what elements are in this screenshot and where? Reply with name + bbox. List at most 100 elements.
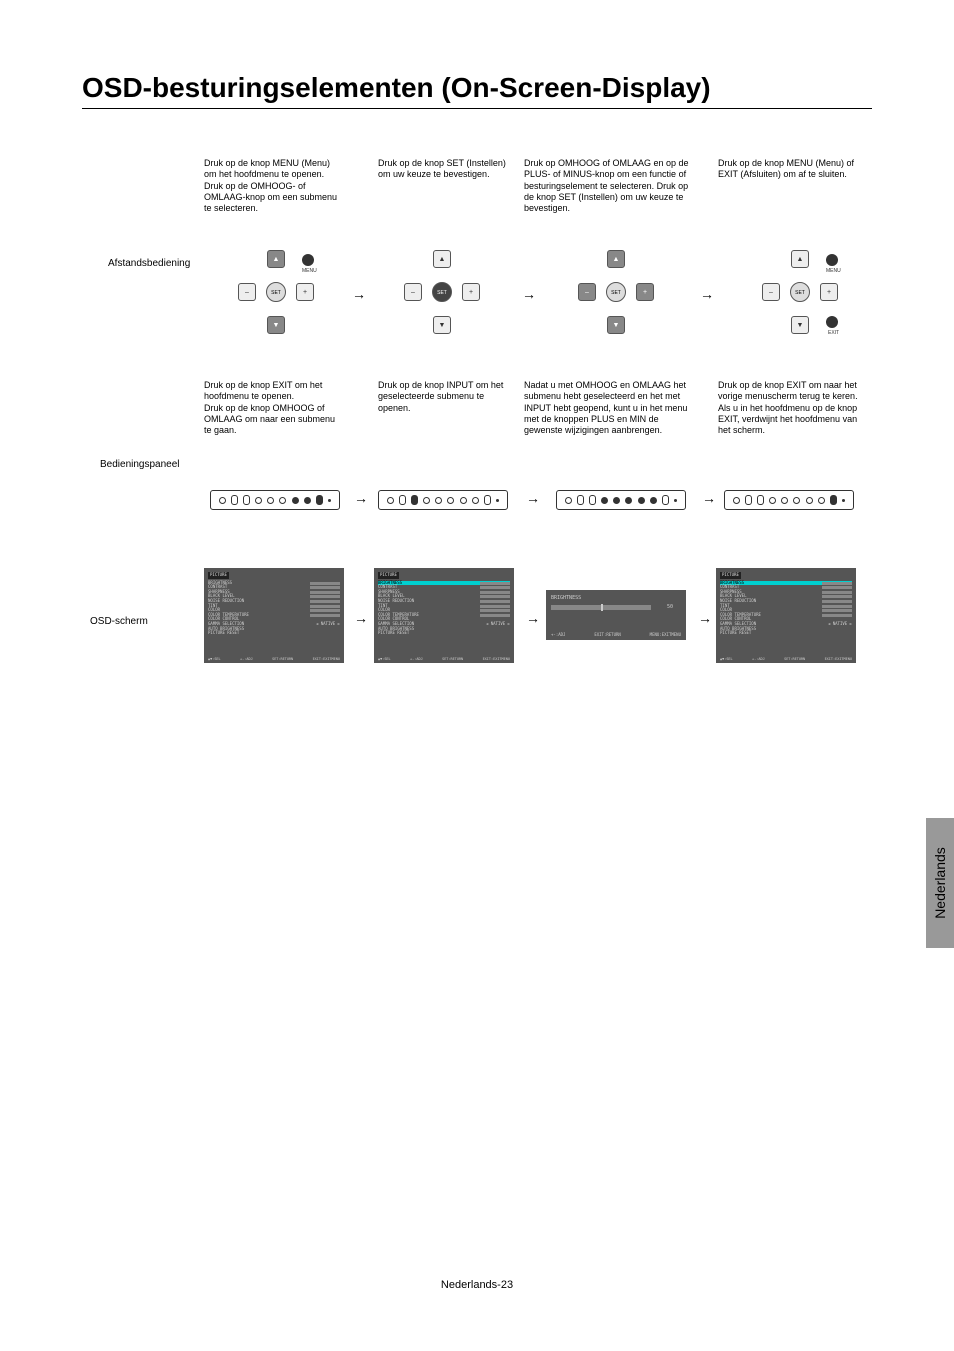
panel-led xyxy=(328,499,331,502)
arrow-icon: → xyxy=(354,610,368,626)
remote-set-btn: SET xyxy=(432,282,452,302)
remote-right-btn: + xyxy=(296,283,314,301)
arrow-icon: → xyxy=(526,610,540,626)
osd-header: PICTURE xyxy=(378,572,399,579)
osd-screen-2: PICTURE BRIGHTNESSCONTRASTSHARPNESSBLACK… xyxy=(374,568,514,663)
panel-btn xyxy=(818,497,825,504)
panel-btn xyxy=(316,495,323,505)
remote-up-btn: ▲ xyxy=(791,250,809,268)
language-tab-label: Nederlands xyxy=(932,847,948,919)
panel-btn xyxy=(267,497,274,504)
page-footer: Nederlands-23 xyxy=(0,1279,954,1291)
panel-btn xyxy=(447,497,454,504)
remote-diagram-2: ▲ – SET + ▼ xyxy=(382,250,502,335)
remote-down-btn: ▼ xyxy=(791,316,809,334)
desc-panel-4: Druk op de knop EXIT om naar het vorige … xyxy=(718,380,858,436)
remote-up-btn: ▲ xyxy=(433,250,451,268)
panel-btn xyxy=(243,495,250,505)
remote-exit-label: EXIT xyxy=(828,330,839,336)
control-panel-1 xyxy=(210,490,340,510)
osd-slider xyxy=(551,605,651,610)
osd-footer-adj: +-:ADJ xyxy=(410,657,423,661)
control-panel-2 xyxy=(378,490,508,510)
osd-footer-sel: ▲▼:SEL xyxy=(720,657,733,661)
osd-footer-adj: +-:ADJ xyxy=(752,657,765,661)
panel-btn xyxy=(613,497,620,504)
panel-btn xyxy=(279,497,286,504)
panel-btn xyxy=(625,497,632,504)
remote-right-btn: + xyxy=(462,283,480,301)
panel-btn xyxy=(304,497,311,504)
panel-btn xyxy=(219,497,226,504)
osd-menu-item: PICTURE RESET xyxy=(208,631,340,636)
panel-btn xyxy=(781,497,788,504)
osd-footer-return: SET:RETURN xyxy=(442,657,463,661)
panel-btn xyxy=(733,497,740,504)
arrow-icon: → xyxy=(352,286,366,302)
osd-footer-return: SET:RETURN xyxy=(784,657,805,661)
panel-btn xyxy=(460,497,467,504)
remote-set-btn: SET xyxy=(266,282,286,302)
arrow-icon: → xyxy=(354,490,368,506)
remote-diagram-4: ▲ – SET + ▼ MENU EXIT xyxy=(740,250,860,335)
remote-menu-label: MENU xyxy=(302,268,317,274)
arrow-icon: → xyxy=(702,490,716,506)
desc-remote-4: Druk op de knop MENU (Menu) of EXIT (Afs… xyxy=(718,158,858,181)
remote-down-btn: ▼ xyxy=(267,316,285,334)
panel-btn xyxy=(292,497,299,504)
remote-menu-dot xyxy=(302,254,314,266)
osd-footer-exit: EXIT:EXITMENU xyxy=(825,657,852,661)
panel-led xyxy=(674,499,677,502)
arrow-icon: → xyxy=(698,610,712,626)
remote-diagram-1: ▲ – SET + ▼ MENU xyxy=(216,250,336,335)
remote-down-btn: ▼ xyxy=(607,316,625,334)
panel-btn xyxy=(435,497,442,504)
remote-menu-dot xyxy=(826,254,838,266)
osd-footer-return: SET:RETURN xyxy=(272,657,293,661)
control-panel-4 xyxy=(724,490,854,510)
remote-right-btn: + xyxy=(820,283,838,301)
panel-btn xyxy=(638,497,645,504)
arrow-icon: → xyxy=(526,490,540,506)
osd-footer-sel: ▲▼:SEL xyxy=(378,657,391,661)
osd-adjust-screen: BRIGHTNESS 50 +-:ADJ EXIT:RETURN MENU:EX… xyxy=(546,590,686,640)
osd-header: PICTURE xyxy=(208,572,229,579)
osd-header: PICTURE xyxy=(720,572,741,579)
desc-panel-1: Druk op de knop EXIT om het hoofdmenu te… xyxy=(204,380,344,436)
panel-btn xyxy=(757,495,764,505)
osd-footer-exit: EXIT:EXITMENU xyxy=(313,657,340,661)
remote-set-btn: SET xyxy=(606,282,626,302)
panel-btn xyxy=(411,495,418,505)
panel-btn xyxy=(399,495,406,505)
remote-diagram-3: ▲ – SET + ▼ xyxy=(556,250,676,335)
remote-left-btn: – xyxy=(404,283,422,301)
arrow-icon: → xyxy=(700,286,714,302)
panel-btn xyxy=(806,497,813,504)
panel-btn xyxy=(601,497,608,504)
panel-btn xyxy=(255,497,262,504)
remote-left-btn: – xyxy=(238,283,256,301)
panel-btn xyxy=(423,497,430,504)
osd-screen-1: PICTURE BRIGHTNESSCONTRASTSHARPNESSBLACK… xyxy=(204,568,344,663)
desc-panel-3: Nadat u met OMHOOG en OMLAAG het submenu… xyxy=(524,380,694,436)
osd-adj-hint: +-:ADJ xyxy=(551,632,565,637)
osd-screen-4: PICTURE BRIGHTNESSCONTRASTSHARPNESSBLACK… xyxy=(716,568,856,663)
osd-footer-adj: +-:ADJ xyxy=(240,657,253,661)
remote-down-btn: ▼ xyxy=(433,316,451,334)
osd-menu-item: PICTURE RESET xyxy=(378,631,510,636)
remote-up-btn: ▲ xyxy=(607,250,625,268)
panel-btn xyxy=(793,497,800,504)
panel-led xyxy=(842,499,845,502)
osd-footer-exit: EXIT:EXITMENU xyxy=(483,657,510,661)
desc-remote-2: Druk op de knop SET (Instellen) om uw ke… xyxy=(378,158,518,181)
panel-btn xyxy=(387,497,394,504)
desc-remote-1: Druk op de knop MENU (Menu) om het hoofd… xyxy=(204,158,344,214)
panel-btn xyxy=(830,495,837,505)
panel-led xyxy=(496,499,499,502)
desc-remote-3: Druk op OMHOOG of OMLAAG en op de PLUS- … xyxy=(524,158,694,214)
title-rule xyxy=(82,108,872,109)
remote-menu-label: MENU xyxy=(826,268,841,274)
panel-btn xyxy=(650,497,657,504)
row-label-remote: Afstandsbediening xyxy=(108,258,190,269)
control-panel-3 xyxy=(556,490,686,510)
